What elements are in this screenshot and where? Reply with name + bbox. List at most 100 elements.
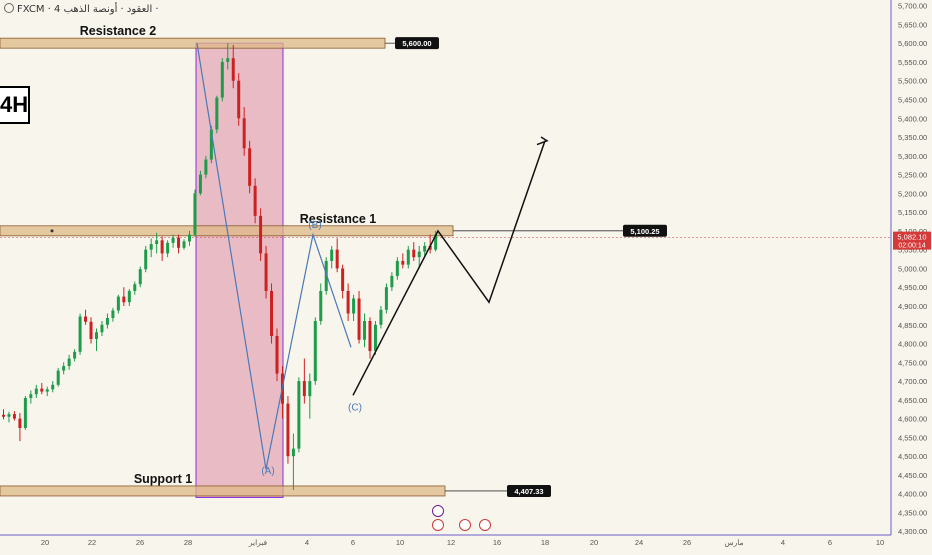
candle-body	[379, 309, 383, 325]
candle-body	[40, 388, 44, 392]
x-tick-label: 28	[184, 538, 192, 547]
y-tick-label: 5,450.00	[898, 95, 927, 104]
candle-body	[412, 249, 416, 258]
x-tick-label: 22	[88, 538, 96, 547]
y-tick-label: 4,450.00	[898, 471, 927, 480]
y-tick-label: 5,150.00	[898, 208, 927, 217]
candle-body	[297, 381, 301, 449]
y-tick-label: 4,750.00	[898, 358, 927, 367]
candle-body	[23, 397, 27, 428]
candle-body	[67, 358, 71, 367]
projection-path	[352, 140, 546, 396]
y-tick-label: 4,550.00	[898, 433, 927, 442]
level-label: Support 1	[134, 472, 192, 486]
x-tick-label: 26	[683, 538, 691, 547]
y-tick-label: 5,650.00	[898, 20, 927, 29]
candle-body	[160, 240, 164, 254]
y-tick-label: 4,300.00	[898, 527, 927, 536]
candle-body	[56, 370, 60, 385]
candle-body	[127, 290, 131, 303]
y-tick-label: 5,550.00	[898, 58, 927, 67]
candle-body	[111, 310, 115, 318]
candle-body	[390, 275, 394, 288]
candle-body	[209, 129, 213, 160]
level-price-text: 5,100.25	[630, 227, 659, 236]
y-tick-label: 5,700.00	[898, 2, 927, 11]
candle-body	[346, 290, 350, 314]
candle-body	[193, 193, 197, 235]
y-tick-label: 4,950.00	[898, 283, 927, 292]
candle-body	[341, 268, 345, 291]
candle-body	[155, 240, 159, 245]
flag-icon[interactable]	[479, 519, 491, 531]
candle-body	[144, 249, 148, 270]
x-tick-label: 20	[590, 538, 598, 547]
candle-body	[395, 260, 399, 276]
y-tick-label: 5,050.00	[898, 246, 927, 255]
correction-zone	[195, 42, 284, 498]
candle-body	[116, 296, 120, 311]
candle-body	[308, 381, 312, 397]
candle-body	[330, 249, 334, 261]
candle-body	[12, 414, 16, 419]
x-tick-label: مارس	[724, 538, 743, 547]
y-tick-label: 5,100.00	[898, 227, 927, 236]
symbol-header: FXCM · العقود · أونصة الذهب 4 ·	[4, 3, 159, 15]
projection-arrowhead	[536, 136, 549, 146]
candle-body	[78, 316, 82, 352]
candle-body	[7, 414, 11, 417]
candle-body	[423, 245, 427, 252]
candle-body	[237, 80, 241, 119]
level-price-box	[623, 224, 667, 237]
candle-body	[84, 316, 88, 322]
symbol-text: FXCM · العقود · أونصة الذهب 4 ·	[17, 4, 159, 15]
y-tick-label: 4,850.00	[898, 321, 927, 330]
current-price-countdown: 02:00:14	[898, 243, 925, 250]
y-tick-label: 5,000.00	[898, 264, 927, 273]
candle-body	[204, 159, 208, 175]
level-price-box	[507, 484, 551, 497]
candle-body	[434, 234, 438, 250]
event-icon[interactable]	[432, 505, 444, 517]
candle-body	[401, 260, 405, 265]
candle-body	[122, 296, 126, 303]
candle-body	[149, 244, 153, 250]
y-tick-label: 5,250.00	[898, 171, 927, 180]
level-label: Resistance 2	[80, 24, 156, 38]
x-tick-label: 18	[541, 538, 549, 547]
candle-body	[291, 448, 295, 457]
x-tick-label: 4	[781, 538, 785, 547]
flag-icon[interactable]	[459, 519, 471, 531]
flag-icon[interactable]	[432, 519, 444, 531]
current-price-tag	[893, 231, 931, 250]
candle-body	[215, 97, 219, 130]
y-tick-label: 4,350.00	[898, 508, 927, 517]
candle-body	[417, 251, 421, 258]
x-tick-label: 10	[396, 538, 404, 547]
level-zone	[0, 37, 386, 49]
candle-body	[259, 215, 263, 254]
level-price-text: 5,600.00	[402, 39, 431, 48]
x-tick-label: 6	[828, 538, 832, 547]
candle-body	[2, 414, 5, 417]
candle-body	[51, 384, 55, 390]
candle-body	[231, 58, 235, 81]
level-anchor-dot	[50, 229, 54, 233]
x-tick-label: 4	[305, 538, 309, 547]
y-tick-label: 5,300.00	[898, 152, 927, 161]
candle-body	[373, 324, 377, 352]
candle-body	[275, 336, 279, 374]
candle-body	[29, 394, 33, 398]
candle-body	[313, 321, 317, 382]
level-price-box	[395, 37, 439, 50]
candle-body	[406, 249, 410, 265]
candle-body	[357, 298, 361, 340]
candle-body	[105, 317, 109, 325]
y-tick-label: 5,600.00	[898, 39, 927, 48]
x-tick-label: 6	[351, 538, 355, 547]
candle-body	[138, 269, 142, 285]
y-tick-label: 4,500.00	[898, 452, 927, 461]
candle-body	[133, 284, 137, 291]
